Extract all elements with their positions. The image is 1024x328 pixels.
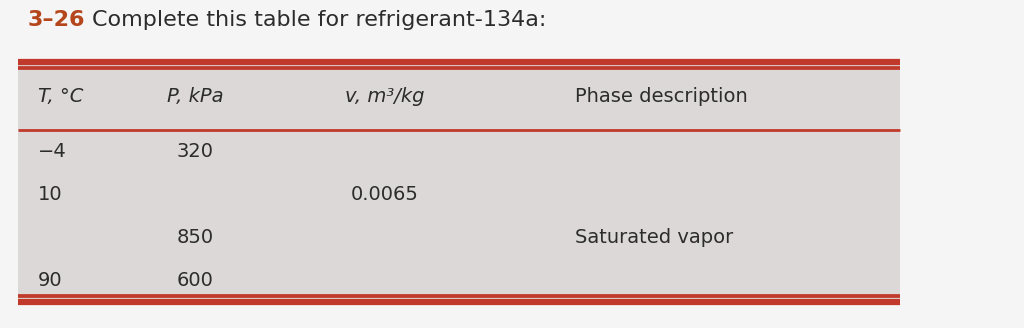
Text: v, m³/kg: v, m³/kg <box>345 87 425 106</box>
Text: 0.0065: 0.0065 <box>351 185 419 204</box>
Text: 10: 10 <box>38 185 62 204</box>
Text: Complete this table for refrigerant-134a:: Complete this table for refrigerant-134a… <box>92 10 547 30</box>
Text: P, kPa: P, kPa <box>167 87 223 106</box>
Text: 600: 600 <box>176 271 213 290</box>
Text: Saturated vapor: Saturated vapor <box>575 228 733 247</box>
Text: 3–26: 3–26 <box>28 10 85 30</box>
Text: T, °C: T, °C <box>38 87 83 106</box>
Text: 320: 320 <box>176 142 213 161</box>
Text: 850: 850 <box>176 228 214 247</box>
Text: Phase description: Phase description <box>575 87 748 106</box>
Text: 90: 90 <box>38 271 62 290</box>
Text: −4: −4 <box>38 142 67 161</box>
Bar <box>18 62 900 302</box>
